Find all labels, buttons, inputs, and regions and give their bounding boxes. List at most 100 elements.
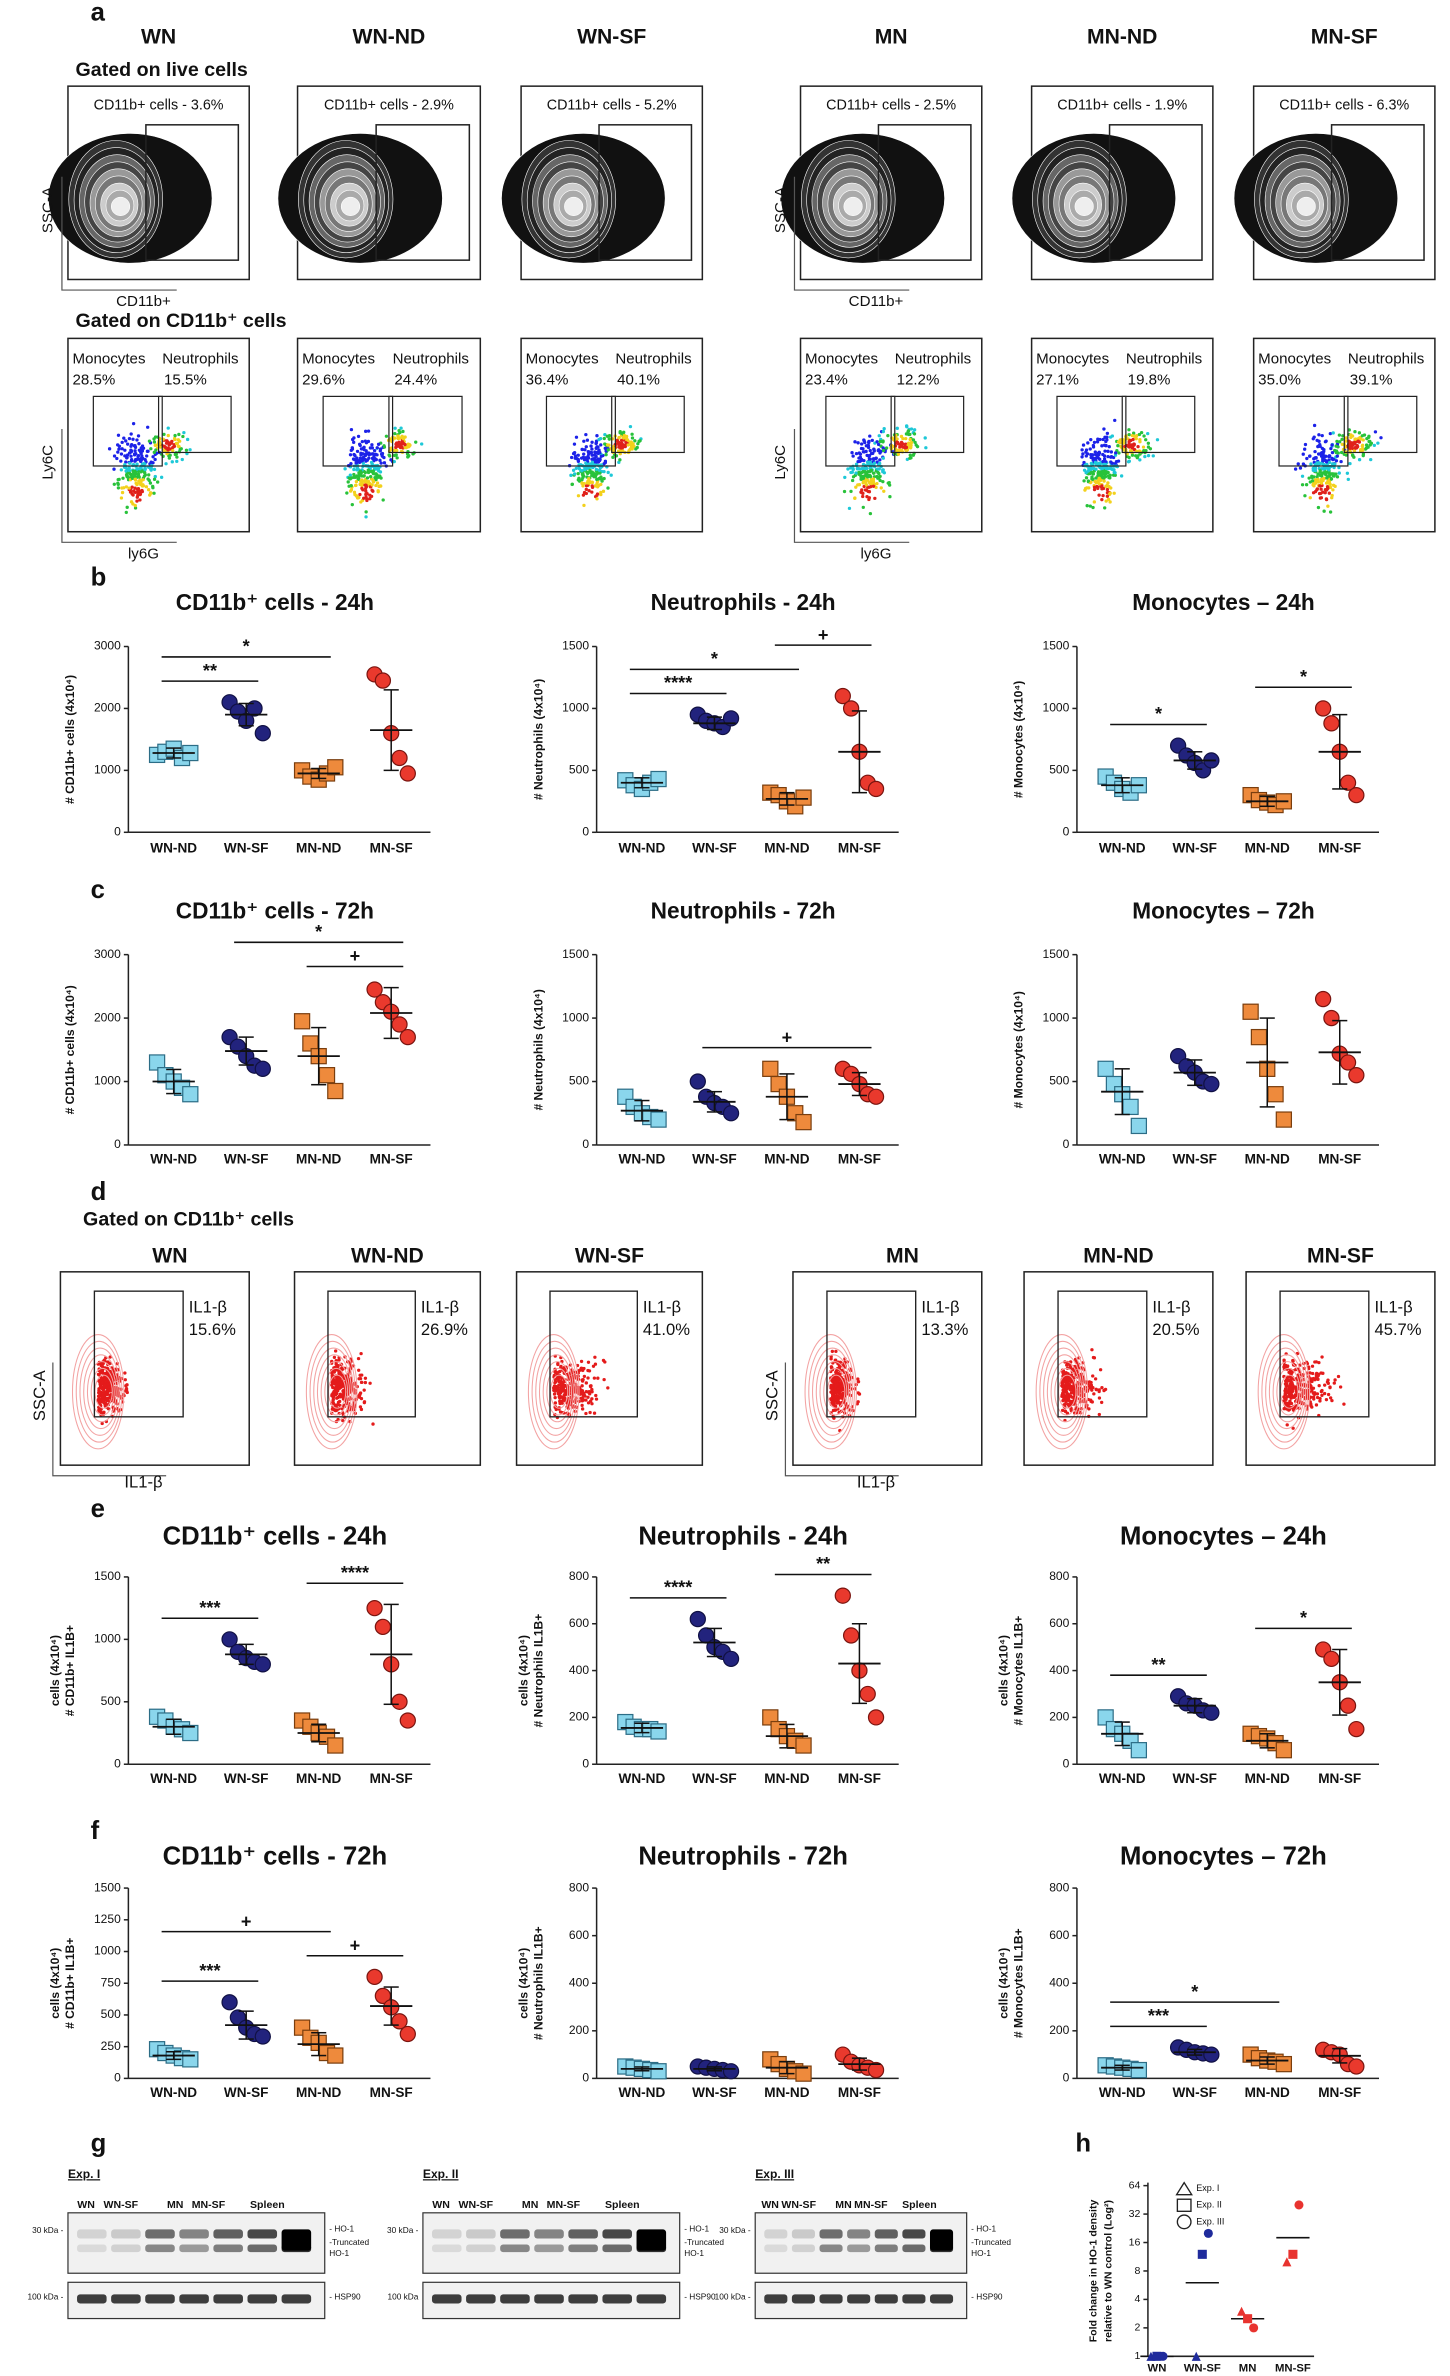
cell-dot [133, 470, 137, 474]
axis-label: IL1-β [124, 1473, 162, 1492]
cell-dot [1373, 430, 1378, 434]
legend-label: Exp. II [1196, 2200, 1222, 2210]
band-label: HO-1 [684, 2248, 704, 2258]
cell-dot [905, 457, 910, 462]
cell-dot [1289, 1389, 1293, 1393]
cell-dot [1092, 440, 1097, 445]
cell-dot [882, 489, 886, 493]
cell-dot [1090, 1400, 1094, 1404]
cell-dot [346, 480, 350, 484]
cell-dot [1352, 442, 1356, 446]
cell-dot [108, 1395, 112, 1400]
cell-dot [337, 1369, 341, 1373]
cell-dot [142, 461, 146, 466]
y-axis-label: # Monocytes (4x10⁴) [1012, 681, 1026, 798]
significance-label: * [1191, 1982, 1199, 2002]
cell-dot [358, 1373, 362, 1377]
cell-dot [842, 489, 847, 494]
data-point [1323, 1650, 1340, 1668]
contour [1296, 196, 1316, 216]
cell-dot [352, 467, 356, 472]
cell-dot [589, 1384, 593, 1388]
cell-dot [858, 452, 863, 456]
cell-dot [1365, 436, 1369, 441]
cell-dot [1327, 491, 1331, 495]
cell-dot [120, 440, 124, 445]
cell-dot [1282, 1396, 1287, 1400]
cell-dot [124, 439, 128, 443]
cell-dot [1318, 444, 1322, 449]
chart-title: Neutrophils - 72h [651, 897, 836, 923]
cell-dot [357, 1368, 361, 1372]
data-point [182, 1086, 199, 1103]
cell-dot [1324, 497, 1329, 501]
cell-dot [152, 477, 157, 482]
panel-label: d [91, 1178, 107, 1206]
band [929, 2294, 954, 2304]
cell-dot [370, 446, 375, 450]
cell-dot [1305, 456, 1309, 461]
gate-label: CD11b+ cells - 1.9% [1057, 98, 1187, 114]
y-tick-label: 200 [569, 2023, 589, 2037]
cell-dot [886, 434, 890, 438]
data-point [1275, 1742, 1293, 1759]
cell-dot [904, 436, 908, 441]
cell-dot [860, 466, 865, 471]
band [791, 2294, 815, 2304]
band [500, 2294, 530, 2304]
cell-dot [1331, 488, 1335, 492]
band [500, 2229, 530, 2239]
cell-dot [1103, 435, 1107, 439]
cell-dot [630, 445, 635, 449]
cell-dot [558, 1379, 562, 1383]
cell-dot [356, 434, 361, 439]
cell-dot [1312, 423, 1317, 428]
cell-dot [370, 443, 374, 447]
band [847, 2229, 871, 2239]
cell-dot [638, 439, 642, 443]
cell-dot [174, 441, 179, 446]
significance-label: * [1300, 1608, 1308, 1628]
gate-percentage: 13.3% [921, 1320, 968, 1339]
cell-dot [858, 459, 862, 464]
cell-dot [876, 467, 880, 471]
cell-dot [127, 486, 131, 490]
data-point [867, 1709, 885, 1726]
cell-dot [164, 446, 169, 450]
cell-dot [185, 437, 190, 442]
cell-dot [132, 452, 137, 456]
significance-label: * [315, 922, 323, 942]
cell-dot [1379, 436, 1383, 440]
cell-dot [348, 473, 353, 477]
population-label: Neutrophils [393, 351, 469, 368]
cell-dot [620, 445, 625, 450]
cell-dot [553, 1370, 558, 1375]
cell-dot [1085, 452, 1090, 456]
band-label: - HSP90 [684, 2292, 716, 2302]
chart-title: Monocytes – 72h [1120, 1843, 1327, 1871]
cell-dot [148, 481, 153, 485]
cell-dot [583, 467, 587, 472]
cell-dot [594, 1393, 598, 1398]
cell-dot [112, 467, 116, 471]
cell-dot [363, 470, 368, 475]
cell-dot [389, 458, 393, 462]
significance-label: ** [1151, 1655, 1166, 1675]
y-tick-label: 0 [1063, 2071, 1070, 2085]
cell-dot [1082, 468, 1087, 472]
cell-dot [357, 1393, 362, 1397]
y-tick-label: 600 [569, 1616, 589, 1630]
cell-dot [846, 467, 850, 471]
cell-dot [333, 1389, 337, 1393]
data-point [1249, 2323, 1259, 2333]
cell-dot [584, 1381, 588, 1385]
band [281, 2244, 312, 2253]
data-point [1314, 990, 1332, 1008]
cell-dot [1107, 474, 1111, 478]
cell-dot [1313, 449, 1317, 454]
gate [545, 395, 616, 467]
cell-dot [1100, 472, 1104, 477]
data-point [762, 1060, 779, 1077]
cell-dot [1090, 1348, 1094, 1352]
cell-dot [369, 494, 374, 499]
